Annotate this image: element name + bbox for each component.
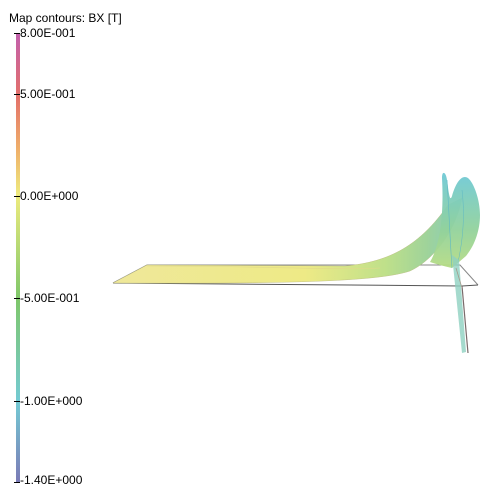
legend-label-max: 8.00E-001 <box>20 26 76 40</box>
legend-tick <box>14 401 20 402</box>
legend-tick <box>14 94 20 95</box>
legend-tick <box>14 298 20 299</box>
support-strip <box>452 255 466 353</box>
curl-region <box>430 172 480 268</box>
legend-tick <box>14 482 20 483</box>
legend-label-min: -1.40E+000 <box>20 473 83 487</box>
legend-tick <box>14 196 20 197</box>
legend-label-1: 0.00E+000 <box>20 189 79 203</box>
legend-label-2: -5.00E-001 <box>20 291 80 305</box>
legend-colorbar <box>16 33 20 483</box>
deformed-sheet <box>112 197 463 284</box>
legend-title: Map contours: BX [T] <box>9 11 122 25</box>
legend-label-0: 5.00E-001 <box>20 87 76 101</box>
legend-tick <box>14 33 20 34</box>
legend-label-3: -1.00E+000 <box>20 394 83 408</box>
